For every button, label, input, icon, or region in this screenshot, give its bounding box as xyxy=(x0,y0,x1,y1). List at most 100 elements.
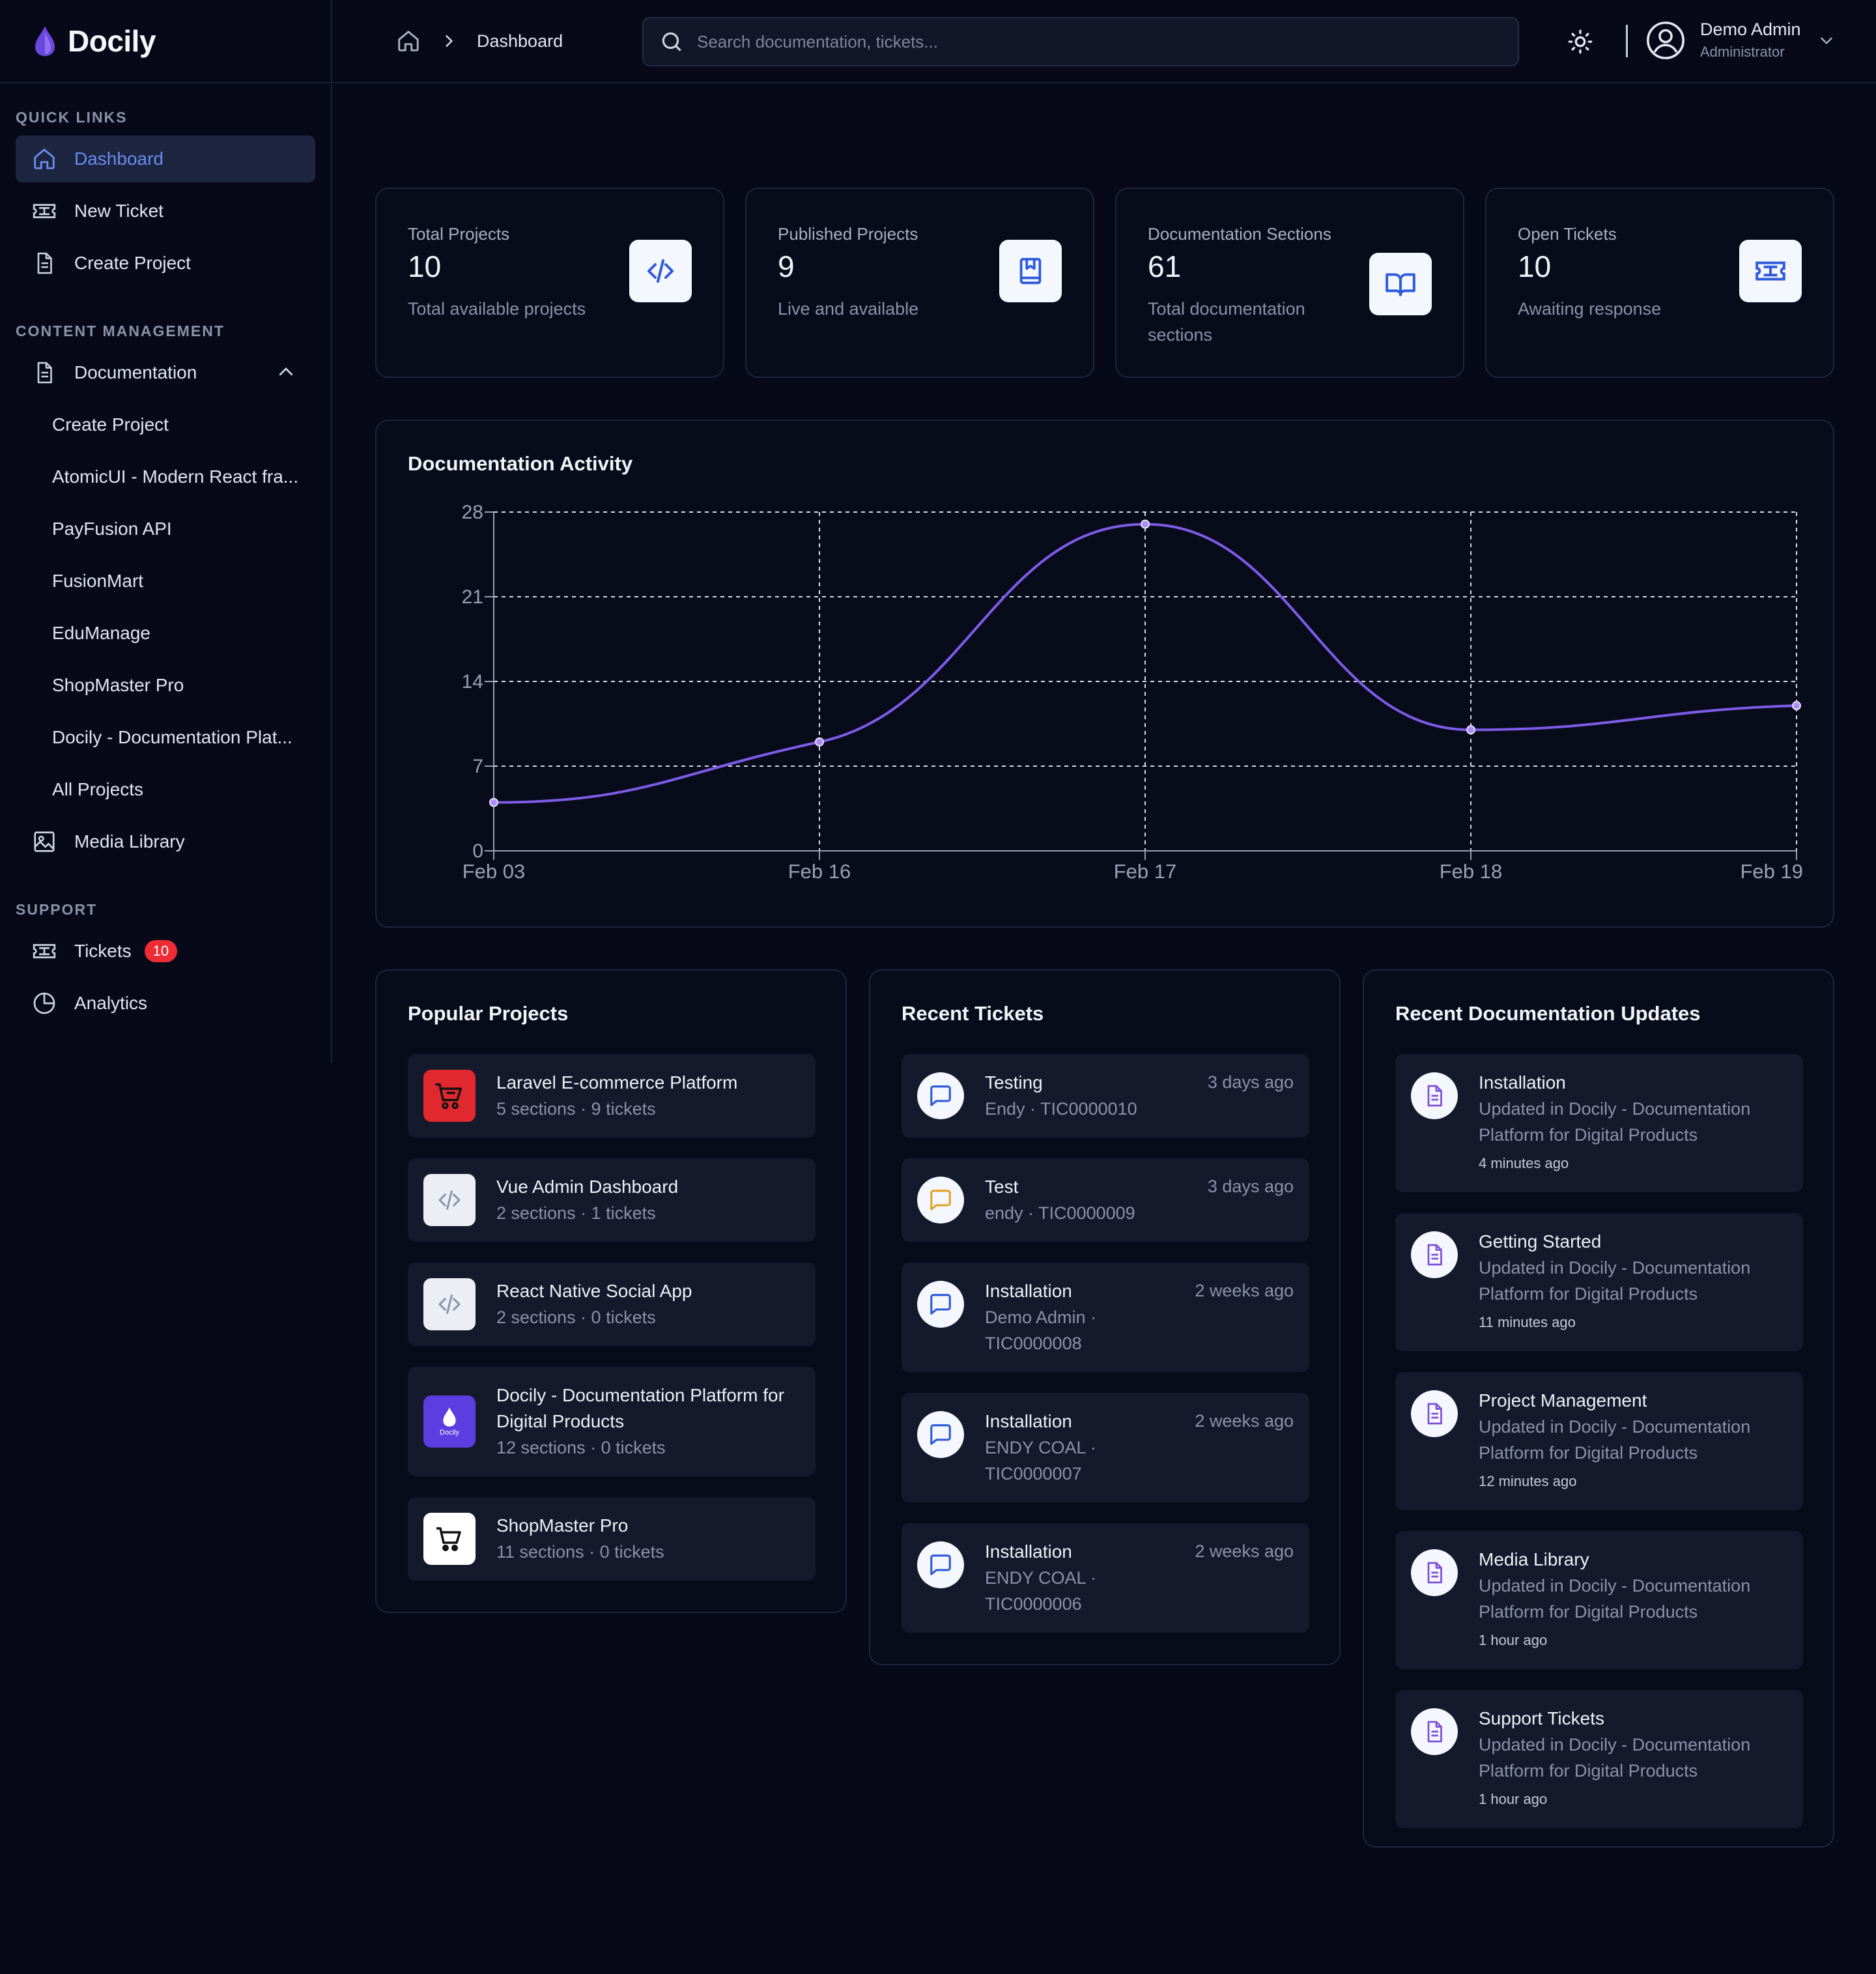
chat-bubble-icon xyxy=(917,1541,964,1588)
project-name: Docily - Documentation Platform for Digi… xyxy=(496,1385,784,1431)
sidebar-item-new-ticket[interactable]: New Ticket xyxy=(16,188,315,235)
stat-card-total-projects: Total Projects 10 Total available projec… xyxy=(375,188,724,378)
sidebar-subitem-fusionmart[interactable]: FusionMart xyxy=(52,571,144,591)
user-name: Demo Admin xyxy=(1700,20,1801,39)
sidebar-subitem-atomicui[interactable]: AtomicUI - Modern React fra... xyxy=(52,466,299,487)
sidebar-subitem-payfusion[interactable]: PayFusion API xyxy=(52,519,172,539)
ticket-time: 3 days ago xyxy=(1207,1072,1294,1092)
sidebar-item-label: Dashboard xyxy=(74,149,163,169)
list-item[interactable]: Vue Admin Dashboard 2 sections · 1 ticke… xyxy=(408,1158,816,1242)
user-role: Administrator xyxy=(1700,44,1785,60)
chat-bubble-icon xyxy=(917,1411,964,1458)
code-icon xyxy=(423,1278,476,1330)
ticket-row[interactable]: Testing Endy · TIC0000010 3 days ago xyxy=(902,1054,1309,1137)
update-row[interactable]: Support Tickets Updated in Docily - Docu… xyxy=(1395,1690,1803,1828)
stat-value: 9 xyxy=(778,250,795,283)
open-book-icon xyxy=(1369,253,1432,315)
sidebar-item-media-library[interactable]: Media Library xyxy=(16,818,315,865)
project-meta: 11 sections · 0 tickets xyxy=(496,1542,664,1562)
sidebar-item-label: New Ticket xyxy=(74,201,163,221)
update-title: Installation xyxy=(1479,1072,1566,1093)
ticket-icon xyxy=(31,198,57,224)
list-item[interactable]: Docily Docily - Documentation Platform f… xyxy=(408,1367,816,1476)
project-meta: 5 sections · 9 tickets xyxy=(496,1099,656,1119)
ticket-meta: endy · TIC0000009 xyxy=(985,1203,1135,1223)
breadcrumb: Dashboard xyxy=(396,29,563,53)
stat-value: 10 xyxy=(1518,250,1552,283)
ticket-meta: Demo Admin · TIC0000008 xyxy=(985,1308,1097,1353)
update-row[interactable]: Getting Started Updated in Docily - Docu… xyxy=(1395,1213,1803,1351)
ticket-meta: ENDY COAL · TIC0000007 xyxy=(985,1438,1097,1483)
document-icon xyxy=(1411,1549,1458,1596)
chevron-right-icon xyxy=(440,33,457,50)
stat-subtitle: Live and available xyxy=(778,299,919,319)
update-row[interactable]: Installation Updated in Docily - Documen… xyxy=(1395,1054,1803,1192)
update-meta: Updated in Docily - Documentation Platfo… xyxy=(1479,1258,1751,1304)
chat-bubble-icon xyxy=(917,1072,964,1119)
project-name: ShopMaster Pro xyxy=(496,1515,629,1536)
sidebar-item-analytics[interactable]: Analytics xyxy=(16,980,315,1027)
ticket-row[interactable]: Installation Demo Admin · TIC0000008 2 w… xyxy=(902,1263,1309,1372)
list-item[interactable]: React Native Social App 2 sections · 0 t… xyxy=(408,1263,816,1346)
user-menu[interactable]: Demo Admin Administrator xyxy=(1645,20,1835,61)
ticket-meta: ENDY COAL · TIC0000006 xyxy=(985,1568,1097,1614)
bookmark-book-icon xyxy=(999,240,1062,302)
chevron-up-icon[interactable] xyxy=(276,362,296,386)
top-header: Dashboard Demo Admin Administrator xyxy=(334,0,1876,83)
popular-projects-list: Laravel E-commerce Platform 5 sections ·… xyxy=(408,1054,816,1601)
tickets-count-badge: 10 xyxy=(144,940,178,962)
data-point xyxy=(815,737,824,747)
update-row[interactable]: Project Management Updated in Docily - D… xyxy=(1395,1372,1803,1510)
ticket-row[interactable]: Installation ENDY COAL · TIC0000006 2 we… xyxy=(902,1523,1309,1633)
update-time: 1 hour ago xyxy=(1479,1791,1548,1807)
content-management-heading: CONTENT MANAGEMENT xyxy=(16,322,225,339)
stat-label: Published Projects xyxy=(778,224,918,244)
sidebar-item-tickets[interactable]: Tickets 10 xyxy=(16,928,315,975)
theme-toggle-sun-icon[interactable] xyxy=(1567,29,1593,55)
document-icon xyxy=(31,360,57,386)
project-name: Laravel E-commerce Platform xyxy=(496,1072,738,1093)
breadcrumb-current[interactable]: Dashboard xyxy=(477,31,563,51)
sidebar-subitem-docily[interactable]: Docily - Documentation Plat... xyxy=(52,727,292,747)
ticket-row[interactable]: Test endy · TIC0000009 3 days ago xyxy=(902,1158,1309,1242)
update-row[interactable]: Media Library Updated in Docily - Docume… xyxy=(1395,1531,1803,1669)
search-input[interactable] xyxy=(697,31,1479,52)
update-title: Media Library xyxy=(1479,1549,1589,1569)
project-meta: 12 sections · 0 tickets xyxy=(496,1438,666,1457)
sidebar-subitem-shopmaster[interactable]: ShopMaster Pro xyxy=(52,675,184,695)
x-tick-label: Feb 18 xyxy=(1440,860,1503,883)
stat-subtitle: Total available projects xyxy=(408,299,586,319)
update-title: Support Tickets xyxy=(1479,1708,1604,1728)
chevron-down-icon[interactable] xyxy=(1818,32,1835,49)
list-item[interactable]: ShopMaster Pro 11 sections · 0 tickets xyxy=(408,1497,816,1581)
sidebar-subitem-all-projects[interactable]: All Projects xyxy=(52,779,144,799)
stat-label: Open Tickets xyxy=(1518,224,1617,244)
sidebar-subitem-edumanage[interactable]: EduManage xyxy=(52,623,151,643)
ticket-time: 3 days ago xyxy=(1207,1177,1294,1196)
search-bar[interactable] xyxy=(642,17,1519,66)
update-meta: Updated in Docily - Documentation Platfo… xyxy=(1479,1417,1751,1463)
document-icon xyxy=(1411,1708,1458,1755)
home-icon[interactable] xyxy=(396,29,421,53)
data-point xyxy=(1792,701,1801,711)
sidebar-item-label: Tickets xyxy=(74,941,132,961)
y-tick-label: 0 xyxy=(472,840,483,862)
documentation-activity-card: Documentation Activity 0 7 14 21 28 Feb 03 Feb… xyxy=(375,420,1834,928)
cart-logo-icon xyxy=(423,1070,476,1122)
sidebar-item-dashboard[interactable]: Dashboard xyxy=(16,136,315,182)
update-title: Getting Started xyxy=(1479,1231,1602,1252)
ticket-row[interactable]: Installation ENDY COAL · TIC0000007 2 we… xyxy=(902,1393,1309,1502)
quick-links-heading: QUICK LINKS xyxy=(16,109,128,126)
panel-title: Recent Tickets xyxy=(902,1002,1044,1025)
sidebar-item-create-project[interactable]: Create Project xyxy=(16,240,315,287)
brand[interactable]: Docily xyxy=(0,0,331,83)
list-item[interactable]: Laravel E-commerce Platform 5 sections ·… xyxy=(408,1054,816,1137)
y-tick-label: 28 xyxy=(462,502,483,523)
data-point xyxy=(489,797,498,807)
document-icon xyxy=(1411,1072,1458,1119)
sidebar-subitem-create-project[interactable]: Create Project xyxy=(52,414,169,435)
x-tick-label: Feb 16 xyxy=(788,860,851,883)
data-point xyxy=(1141,519,1150,529)
sidebar-item-documentation[interactable]: Documentation xyxy=(16,349,315,396)
search-icon xyxy=(659,29,684,54)
